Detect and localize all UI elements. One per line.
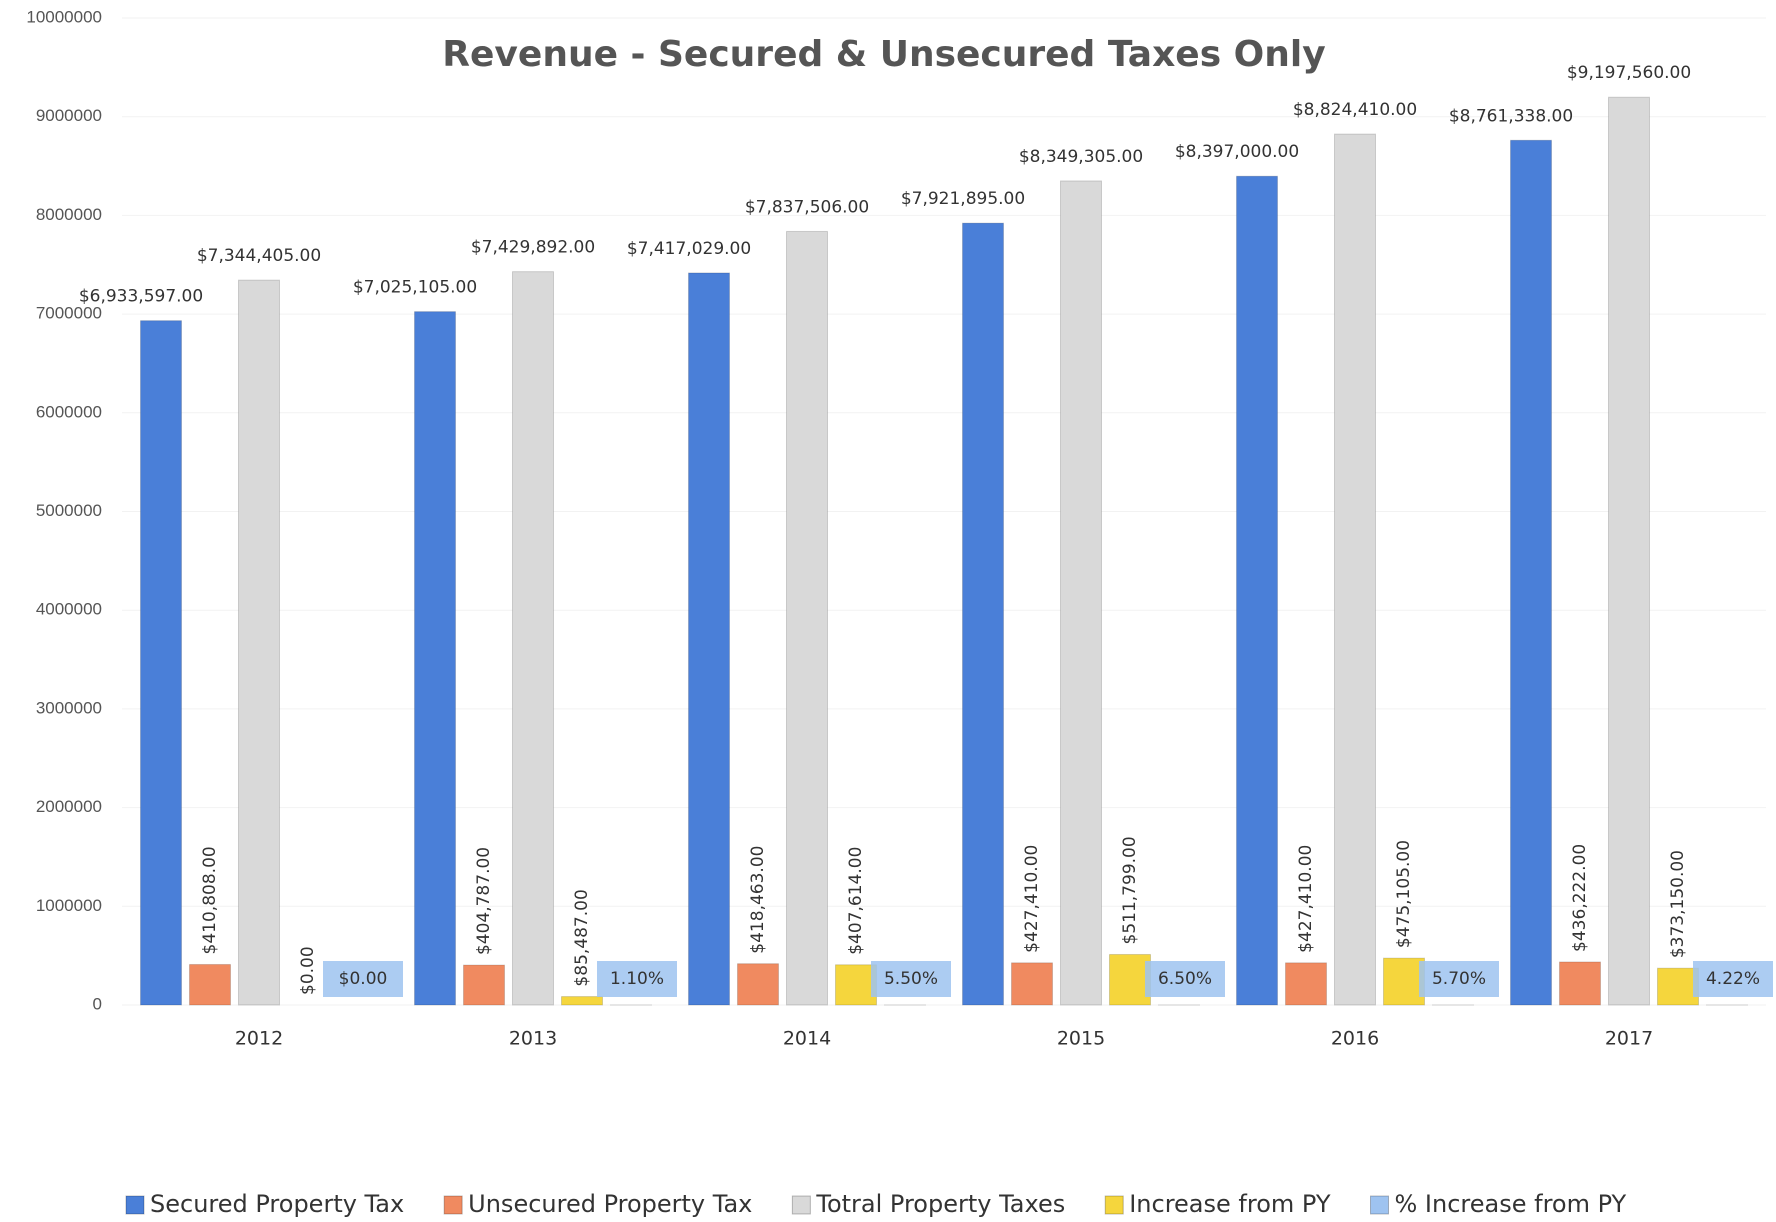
data-label: $8,397,000.00 <box>1175 142 1299 162</box>
data-label: $8,824,410.00 <box>1293 100 1417 120</box>
label-box <box>323 961 403 997</box>
bar <box>1510 139 1552 1006</box>
data-label: $418,463.00 <box>748 846 768 954</box>
data-label: $0.00 <box>339 969 388 989</box>
data-label: $7,921,895.00 <box>901 189 1025 209</box>
y-tick-label: 0 <box>93 994 102 1013</box>
y-tick-label: 2000000 <box>36 797 102 816</box>
data-label-box: 5.70% <box>1419 961 1499 997</box>
bar <box>1109 953 1151 1006</box>
legend-label: % Increase from PY <box>1395 1190 1627 1218</box>
bar <box>1657 967 1699 1006</box>
bar <box>1559 961 1601 1006</box>
x-tick-label: 2013 <box>509 1028 557 1050</box>
bar <box>786 230 828 1006</box>
data-label: $7,417,029.00 <box>627 239 751 259</box>
y-tick-label: 1000000 <box>36 896 102 915</box>
legend-swatch <box>443 1195 463 1215</box>
bar <box>561 996 603 1006</box>
data-label-box: $0.00 <box>323 961 403 997</box>
bar <box>463 964 505 1006</box>
legend-label: Unsecured Property Tax <box>468 1190 752 1218</box>
data-label: $8,761,338.00 <box>1449 106 1573 126</box>
data-label: $427,410.00 <box>1296 845 1316 953</box>
bar <box>737 963 779 1006</box>
y-tick-label: 3000000 <box>36 698 102 717</box>
data-label: 5.50% <box>884 969 938 989</box>
bar <box>1383 957 1425 1006</box>
data-label: $7,837,506.00 <box>745 197 869 217</box>
bar <box>238 279 280 1006</box>
data-label: 1.10% <box>610 969 664 989</box>
bar <box>512 271 554 1006</box>
legend-label: Increase from PY <box>1129 1190 1331 1218</box>
legend-label: Totral Property Taxes <box>815 1190 1065 1218</box>
data-label-box: 5.50% <box>871 961 951 997</box>
label-box <box>1419 961 1499 997</box>
data-label-box: 1.10% <box>597 961 677 997</box>
data-label: $7,025,105.00 <box>353 278 477 298</box>
bar <box>688 272 730 1006</box>
data-label: $8,349,305.00 <box>1019 147 1143 167</box>
y-tick-label: 9000000 <box>36 106 102 125</box>
bar <box>189 963 231 1006</box>
data-label: 4.22% <box>1706 969 1760 989</box>
data-label: $6,933,597.00 <box>79 287 203 307</box>
chart-title: Revenue - Secured & Unsecured Taxes Only <box>442 34 1325 75</box>
bar <box>140 320 182 1006</box>
bar <box>1285 962 1327 1006</box>
y-tick-label: 7000000 <box>36 304 102 323</box>
data-label: $373,150.00 <box>1668 850 1688 958</box>
legend-swatch <box>125 1195 145 1215</box>
legend-swatch <box>1370 1195 1389 1215</box>
data-label: $410,808.00 <box>200 846 220 954</box>
bar <box>1608 96 1650 1006</box>
data-label: $511,799.00 <box>1120 836 1140 944</box>
bar <box>1060 180 1102 1006</box>
data-label: $85,487.00 <box>572 889 592 986</box>
legend-label: Secured Property Tax <box>150 1190 404 1218</box>
data-label: $407,614.00 <box>846 847 866 955</box>
label-box <box>1693 961 1773 997</box>
x-tick-label: 2015 <box>1057 1028 1105 1050</box>
data-label: 6.50% <box>1158 969 1212 989</box>
x-tick-label: 2017 <box>1605 1028 1653 1050</box>
label-box <box>871 961 951 997</box>
y-tick-label: 5000000 <box>36 501 102 520</box>
data-label: $475,105.00 <box>1394 840 1414 948</box>
data-label-box: 4.22% <box>1693 961 1773 997</box>
y-tick-label: 4000000 <box>36 600 102 619</box>
bar <box>1011 962 1053 1006</box>
data-label: $7,429,892.00 <box>471 238 595 258</box>
y-tick-label: 6000000 <box>36 402 102 421</box>
bar <box>962 222 1004 1006</box>
data-label: $436,222.00 <box>1570 844 1590 952</box>
label-box <box>1145 961 1225 997</box>
bar <box>1236 175 1278 1006</box>
x-tick-label: 2016 <box>1331 1028 1379 1050</box>
bar <box>835 964 877 1006</box>
x-tick-label: 2014 <box>783 1028 831 1050</box>
data-label: 5.70% <box>1432 969 1486 989</box>
bar <box>414 311 456 1006</box>
data-label: $9,197,560.00 <box>1567 63 1691 83</box>
data-label: $404,787.00 <box>474 847 494 955</box>
x-tick-label: 2012 <box>235 1028 283 1050</box>
data-label: $7,344,405.00 <box>197 246 321 266</box>
label-box <box>597 961 677 997</box>
data-label-box: 6.50% <box>1145 961 1225 997</box>
data-label: $427,410.00 <box>1022 845 1042 953</box>
legend-swatch <box>791 1195 811 1215</box>
data-label: $0.00 <box>298 946 318 995</box>
legend-swatch <box>1104 1195 1124 1215</box>
y-tick-label: 8000000 <box>36 205 102 224</box>
bar <box>1334 133 1376 1006</box>
y-tick-label: 10000000 <box>26 7 102 26</box>
